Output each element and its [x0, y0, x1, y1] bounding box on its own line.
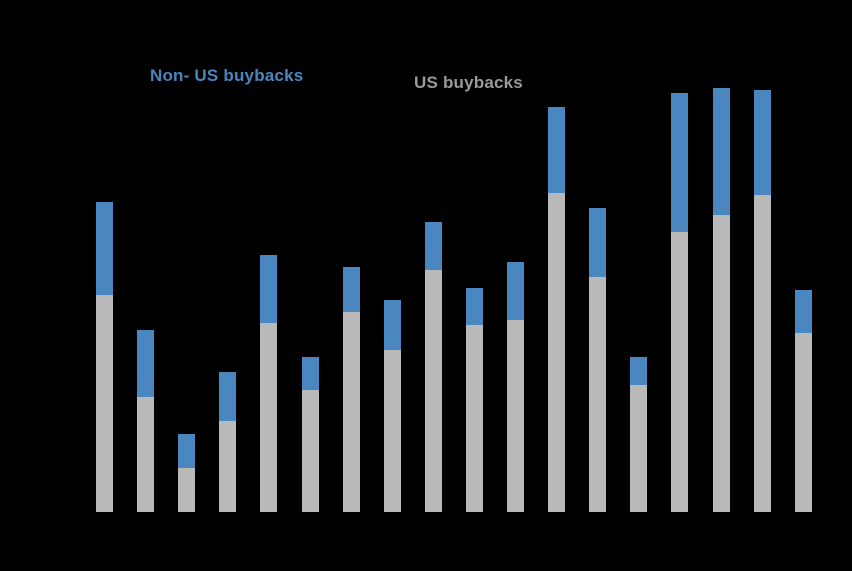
bar-group: [384, 300, 401, 512]
legend-label-non-us-buybacks: Non- US buybacks: [150, 66, 304, 85]
bar-segment-non-us: [178, 434, 195, 468]
bar-segment-us: [219, 421, 236, 512]
bar-segment-us: [178, 468, 195, 512]
bar-segment-non-us: [713, 88, 730, 215]
bar-segment-us: [507, 320, 524, 512]
bar-group: [589, 208, 606, 512]
bar-segment-non-us: [754, 90, 771, 195]
bar-segment-us: [425, 270, 442, 512]
bar-segment-non-us: [671, 93, 688, 232]
bar-group: [137, 330, 154, 512]
legend-label-us-buybacks: US buybacks: [414, 73, 523, 92]
bar-segment-non-us: [137, 330, 154, 397]
bar-segment-us: [302, 390, 319, 512]
bar-group: [466, 288, 483, 512]
bar-segment-us: [548, 193, 565, 512]
bar-group: [671, 93, 688, 512]
bar-segment-us: [795, 333, 812, 512]
bar-segment-us: [343, 312, 360, 512]
bar-group: [178, 434, 195, 512]
bar-segment-non-us: [260, 255, 277, 323]
bar-segment-us: [589, 277, 606, 512]
bar-segment-us: [96, 295, 113, 512]
bar-segment-us: [713, 215, 730, 512]
bar-segment-non-us: [425, 222, 442, 270]
bar-segment-non-us: [219, 372, 236, 421]
bar-group: [795, 290, 812, 512]
bar-segment-us: [137, 397, 154, 512]
bar-group: [713, 88, 730, 512]
bar-segment-non-us: [630, 357, 647, 385]
bar-segment-us: [466, 325, 483, 512]
bar-segment-non-us: [302, 357, 319, 390]
bar-segment-us: [260, 323, 277, 512]
bar-segment-us: [384, 350, 401, 512]
bar-group: [260, 255, 277, 512]
bar-segment-non-us: [343, 267, 360, 312]
bar-group: [425, 222, 442, 512]
bar-group: [548, 107, 565, 512]
bar-segment-non-us: [548, 107, 565, 193]
bar-segment-us: [630, 385, 647, 512]
bar-segment-non-us: [795, 290, 812, 333]
bar-group: [507, 262, 524, 512]
bar-segment-us: [671, 232, 688, 512]
bar-group: [754, 90, 771, 512]
bar-segment-non-us: [96, 202, 113, 295]
chart-legend: Non- US buybacks US buybacks: [0, 0, 852, 100]
bar-segment-non-us: [589, 208, 606, 277]
bar-segment-non-us: [466, 288, 483, 325]
bar-group: [630, 357, 647, 512]
bar-segment-non-us: [507, 262, 524, 320]
bar-group: [343, 267, 360, 512]
bar-segment-us: [754, 195, 771, 512]
bar-group: [302, 357, 319, 512]
bar-group: [219, 372, 236, 512]
bar-segment-non-us: [384, 300, 401, 350]
bar-group: [96, 202, 113, 512]
